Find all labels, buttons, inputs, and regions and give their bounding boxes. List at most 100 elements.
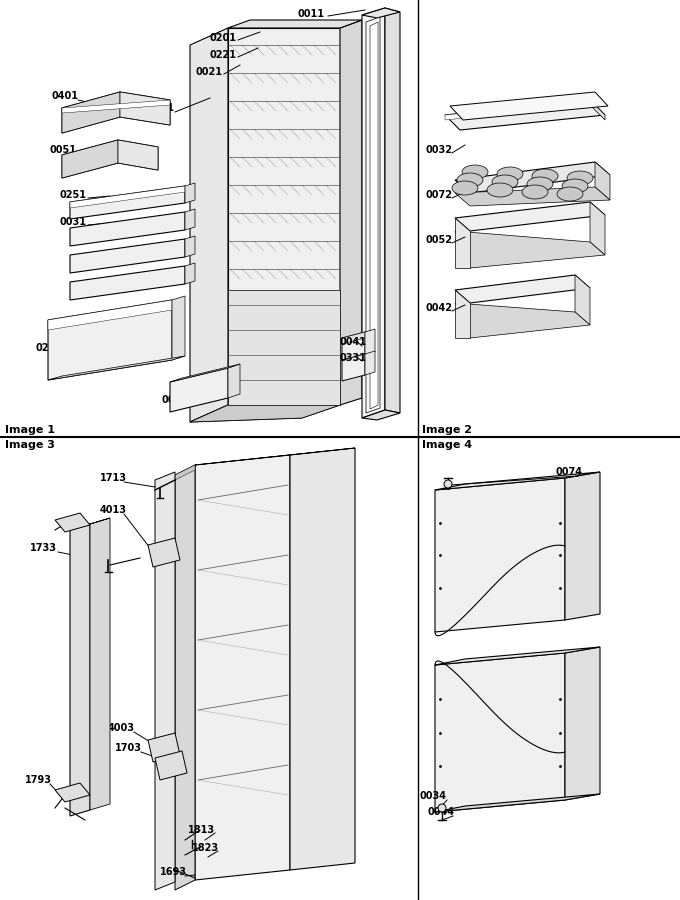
Ellipse shape	[557, 187, 583, 201]
Ellipse shape	[457, 173, 483, 187]
Text: 0131: 0131	[148, 103, 175, 113]
Polygon shape	[48, 300, 172, 330]
Polygon shape	[342, 332, 365, 344]
Polygon shape	[70, 212, 185, 246]
Polygon shape	[455, 303, 590, 338]
Text: 0042: 0042	[426, 303, 453, 313]
Polygon shape	[290, 448, 355, 870]
Polygon shape	[455, 187, 610, 206]
Ellipse shape	[532, 169, 558, 183]
Polygon shape	[185, 183, 195, 203]
Polygon shape	[385, 8, 400, 413]
Polygon shape	[228, 28, 340, 405]
Polygon shape	[175, 465, 195, 890]
Polygon shape	[362, 8, 385, 418]
Polygon shape	[70, 266, 185, 300]
Polygon shape	[455, 231, 605, 268]
Text: 1813: 1813	[188, 825, 215, 835]
Polygon shape	[190, 405, 340, 422]
Polygon shape	[190, 28, 228, 422]
Polygon shape	[62, 92, 170, 133]
Ellipse shape	[492, 175, 518, 189]
Polygon shape	[445, 100, 605, 130]
Circle shape	[444, 480, 452, 488]
Polygon shape	[455, 290, 470, 338]
Polygon shape	[70, 186, 185, 208]
Polygon shape	[565, 647, 600, 800]
Polygon shape	[455, 202, 605, 231]
Circle shape	[438, 804, 446, 812]
Polygon shape	[595, 162, 610, 200]
Polygon shape	[55, 513, 90, 532]
Polygon shape	[365, 351, 375, 375]
Polygon shape	[62, 140, 118, 178]
Polygon shape	[228, 364, 240, 398]
Text: 1703: 1703	[115, 743, 142, 753]
Polygon shape	[120, 92, 170, 125]
Polygon shape	[565, 472, 600, 620]
Text: 0072: 0072	[426, 190, 453, 200]
Polygon shape	[370, 22, 378, 409]
Polygon shape	[195, 448, 355, 465]
Text: 0051: 0051	[50, 145, 77, 155]
Polygon shape	[170, 364, 240, 382]
Text: Image 4: Image 4	[422, 440, 472, 450]
Polygon shape	[455, 162, 610, 193]
Ellipse shape	[462, 165, 488, 179]
Polygon shape	[90, 518, 110, 810]
Text: 0044: 0044	[428, 807, 455, 817]
Polygon shape	[70, 186, 185, 219]
Polygon shape	[118, 140, 158, 170]
Text: 1713: 1713	[100, 473, 127, 483]
Text: 0074: 0074	[555, 467, 582, 477]
Polygon shape	[450, 92, 608, 120]
Text: 0011: 0011	[298, 9, 325, 19]
Polygon shape	[455, 218, 470, 268]
Text: Image 1: Image 1	[5, 425, 55, 435]
Polygon shape	[342, 354, 365, 381]
Polygon shape	[590, 202, 605, 255]
Polygon shape	[70, 518, 110, 530]
Polygon shape	[55, 783, 90, 802]
Text: 0201: 0201	[210, 33, 237, 43]
Text: 1733: 1733	[30, 543, 57, 553]
Polygon shape	[435, 478, 565, 632]
Polygon shape	[170, 368, 228, 412]
Polygon shape	[70, 239, 185, 273]
Polygon shape	[340, 20, 362, 405]
Text: 0031: 0031	[60, 217, 87, 227]
Ellipse shape	[522, 185, 548, 199]
Polygon shape	[185, 263, 195, 284]
Polygon shape	[148, 733, 180, 762]
Polygon shape	[435, 653, 565, 812]
Polygon shape	[155, 472, 175, 890]
Text: 1823: 1823	[192, 843, 219, 853]
Text: 0071: 0071	[162, 395, 189, 405]
Text: 0032: 0032	[426, 145, 453, 155]
Ellipse shape	[487, 183, 513, 197]
Text: Image 2: Image 2	[422, 425, 472, 435]
Text: 4003: 4003	[108, 723, 135, 733]
Text: 0034: 0034	[420, 791, 447, 801]
Polygon shape	[455, 275, 590, 303]
Polygon shape	[190, 405, 340, 422]
Text: 0241: 0241	[35, 343, 62, 353]
Polygon shape	[362, 8, 400, 18]
Text: 1793: 1793	[25, 775, 52, 785]
Ellipse shape	[497, 167, 523, 181]
Polygon shape	[185, 209, 195, 230]
Polygon shape	[70, 524, 90, 816]
Text: 0041: 0041	[340, 337, 367, 347]
Ellipse shape	[527, 177, 553, 191]
Polygon shape	[228, 290, 340, 405]
Text: 0251: 0251	[60, 190, 87, 200]
Polygon shape	[48, 356, 185, 380]
Text: 0021: 0021	[196, 67, 223, 77]
Polygon shape	[48, 300, 172, 380]
Polygon shape	[445, 100, 590, 120]
Polygon shape	[148, 538, 180, 567]
Text: 0221: 0221	[210, 50, 237, 60]
Polygon shape	[62, 100, 170, 113]
Polygon shape	[342, 332, 365, 361]
Polygon shape	[185, 236, 195, 257]
